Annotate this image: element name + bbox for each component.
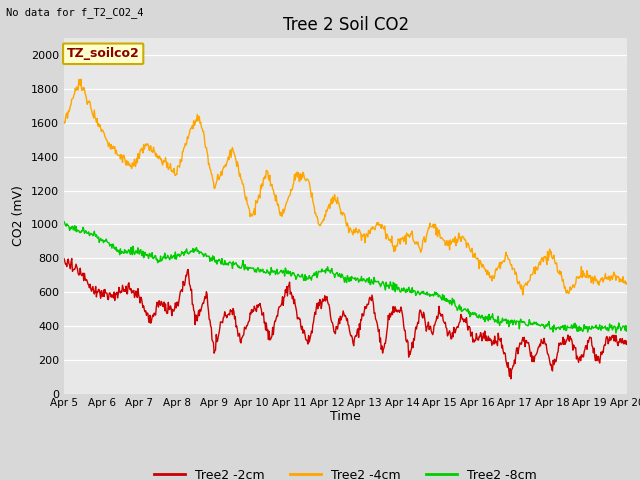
Legend: Tree2 -2cm, Tree2 -4cm, Tree2 -8cm: Tree2 -2cm, Tree2 -4cm, Tree2 -8cm [149,464,542,480]
Y-axis label: CO2 (mV): CO2 (mV) [12,186,26,246]
Title: Tree 2 Soil CO2: Tree 2 Soil CO2 [282,16,409,34]
Text: No data for f_T2_CO2_4: No data for f_T2_CO2_4 [6,7,144,18]
X-axis label: Time: Time [330,410,361,423]
Text: TZ_soilco2: TZ_soilco2 [67,47,140,60]
